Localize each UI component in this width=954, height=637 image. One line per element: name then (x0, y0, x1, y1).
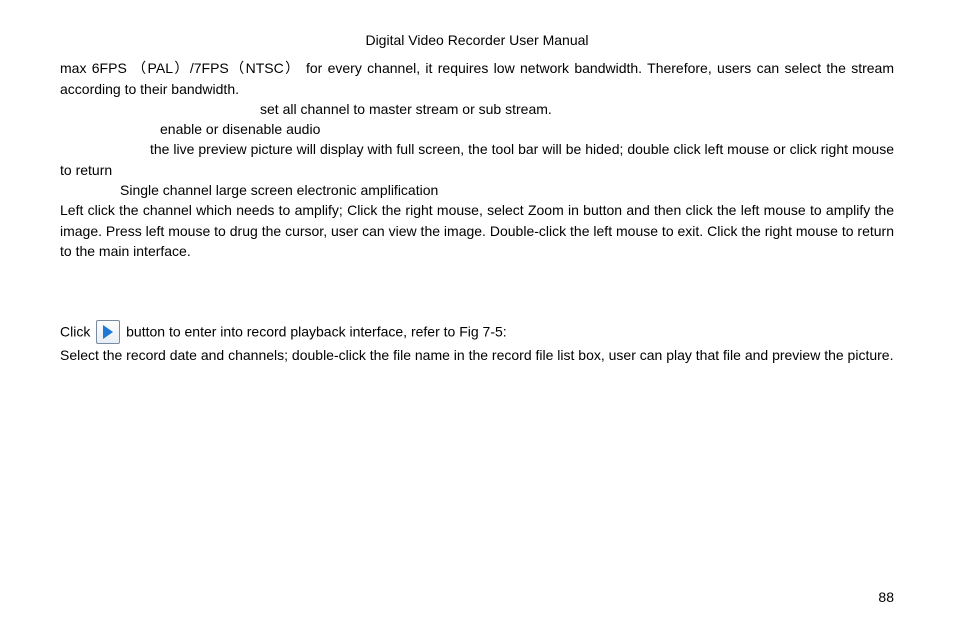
paragraph-7: Click button to enter into record playba… (60, 321, 894, 345)
play-icon (96, 320, 120, 344)
section-spacer (60, 261, 894, 321)
paragraph-1: max 6FPS （PAL）/7FPS（NTSC） for every chan… (60, 58, 894, 99)
paragraph-3: enable or disenable audio (60, 119, 894, 139)
header-title: Digital Video Recorder User Manual (365, 32, 588, 48)
paragraph-2: set all channel to master stream or sub … (60, 99, 894, 119)
page-header: Digital Video Recorder User Manual (60, 30, 894, 50)
paragraph-4-text: the live preview picture will display wi… (60, 141, 894, 177)
page-number: 88 (878, 587, 894, 607)
paragraph-4: the live preview picture will display wi… (60, 139, 894, 180)
paragraph-7a: Click (60, 324, 94, 340)
paragraph-5: Single channel large screen electronic a… (60, 180, 894, 200)
paragraph-7b: button to enter into record playback int… (126, 324, 507, 340)
paragraph-6: Left click the channel which needs to am… (60, 200, 894, 261)
manual-page: Digital Video Recorder User Manual max 6… (0, 0, 954, 637)
paragraph-8: Select the record date and channels; dou… (60, 345, 894, 365)
